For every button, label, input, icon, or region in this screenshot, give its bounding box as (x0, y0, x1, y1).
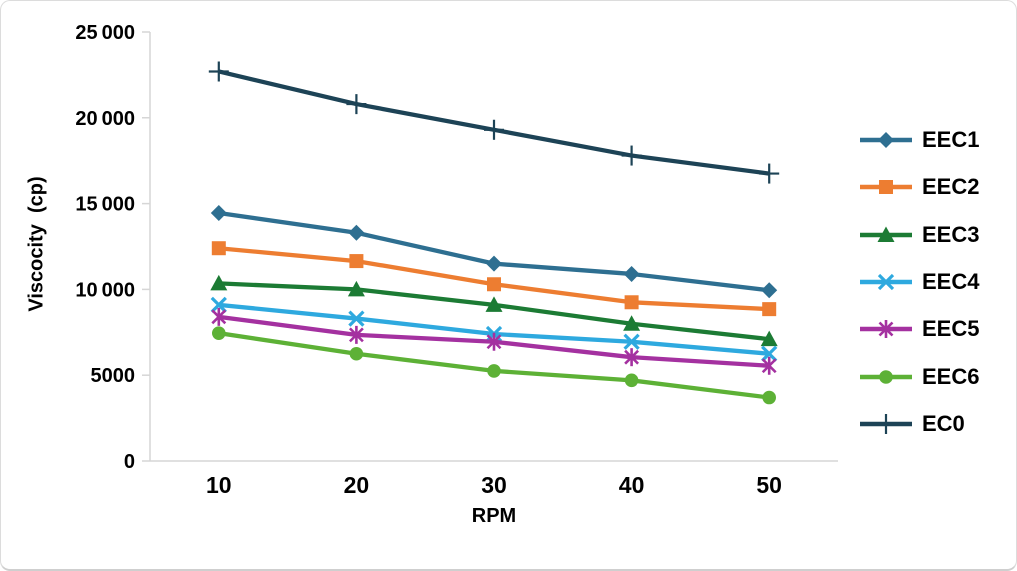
svg-text:20 000: 20 000 (75, 108, 135, 130)
legend-item-eec6: EEC6 (859, 363, 979, 391)
legend-label: EEC3 (922, 221, 980, 247)
legend-marker-diamond-icon (860, 132, 912, 148)
svg-text:30: 30 (481, 472, 507, 498)
legend: EEC1 EEC2 EEC3 EEC4 EEC5 EEC6 EC0 (859, 1, 1014, 569)
x-axis-title: RPM (471, 505, 517, 527)
svg-text:25 000: 25 000 (75, 22, 135, 44)
legend-marker-circle-icon (860, 369, 912, 384)
legend-marker-plus-icon (860, 413, 912, 434)
svg-text:5000: 5000 (91, 365, 136, 387)
legend-label: EEC6 (922, 363, 980, 389)
legend-item-eec1: EEC1 (859, 126, 979, 154)
svg-text:0: 0 (124, 451, 135, 473)
legend-marker-asterisk-icon (860, 320, 912, 339)
legend-label: EC0 (922, 410, 965, 436)
legend-marker-x-icon (860, 273, 912, 291)
legend-label: EEC1 (922, 127, 980, 152)
svg-text:10: 10 (206, 472, 232, 498)
legend-item-eec2: EEC2 (859, 173, 979, 201)
legend-item-eec3: EEC3 (859, 221, 979, 249)
legend-item-eec4: EEC4 (859, 268, 979, 296)
legend-item-ec0: EC0 (859, 410, 965, 438)
legend-label: EEC4 (922, 268, 980, 294)
svg-text:20: 20 (344, 472, 370, 498)
legend-label: EEC5 (922, 316, 980, 342)
svg-text:50: 50 (756, 472, 782, 498)
legend-marker-triangle-icon (860, 226, 912, 242)
svg-text:10 000: 10 000 (75, 279, 135, 301)
legend-label: EEC2 (922, 174, 980, 200)
svg-text:15 000: 15 000 (75, 194, 135, 216)
y-axis-title: Viscocity (cp) (25, 176, 48, 312)
legend-marker-square-icon (860, 180, 912, 195)
svg-text:40: 40 (619, 472, 645, 498)
legend-item-eec5: EEC5 (859, 315, 979, 343)
